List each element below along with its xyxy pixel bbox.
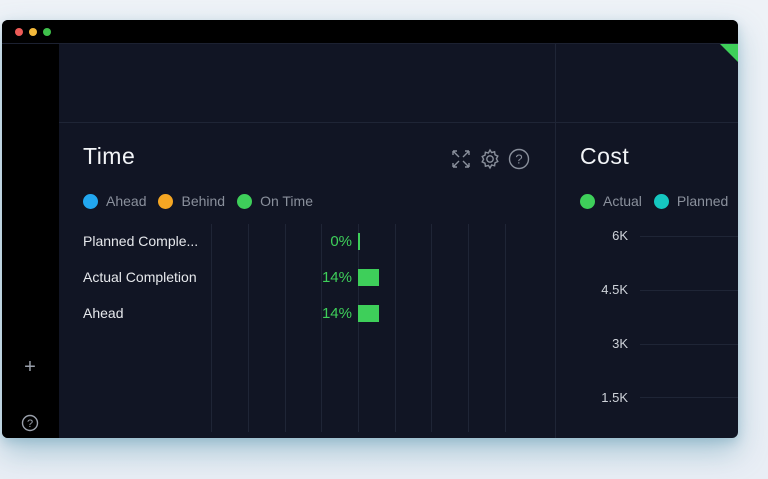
close-button[interactable]: [15, 28, 23, 36]
grid-line: [211, 224, 212, 432]
grid-line: [505, 224, 506, 432]
row-label: Ahead: [83, 305, 124, 321]
row-label: Actual Completion: [83, 269, 197, 285]
cost-legend: Actual Planned: [580, 193, 738, 209]
app-window: + ? Time ? Ahead Behind On Time Planned …: [2, 20, 738, 438]
legend-dot-icon: [653, 193, 669, 209]
divider: [59, 122, 738, 123]
legend-planned[interactable]: Planned: [653, 193, 728, 209]
grid-line: [468, 224, 469, 432]
row-value: 0%: [330, 233, 352, 250]
title-bar: [2, 20, 738, 44]
grid-line: [640, 236, 738, 237]
legend-actual[interactable]: Actual: [580, 193, 642, 209]
corner-indicator: [720, 44, 738, 62]
grid-line: [640, 290, 738, 291]
bar-ahead[interactable]: [358, 305, 379, 322]
expand-icon[interactable]: [450, 148, 472, 170]
panel-divider: [555, 44, 556, 438]
legend-dot-icon: [580, 193, 595, 209]
help-icon[interactable]: ?: [20, 414, 40, 437]
cost-title: Cost: [580, 143, 630, 169]
time-title: Time: [83, 143, 136, 169]
grid-line: [285, 224, 286, 432]
grid-line: [321, 224, 322, 432]
time-legend: Ahead Behind On Time: [83, 193, 325, 209]
legend-dot-icon: [237, 193, 253, 209]
svg-text:?: ?: [515, 152, 522, 167]
y-tick: 4.5K: [601, 282, 628, 297]
y-tick: 6K: [612, 228, 628, 243]
legend-behind[interactable]: Behind: [158, 193, 225, 209]
legend-ahead[interactable]: Ahead: [83, 193, 146, 209]
grid-line: [358, 224, 359, 432]
y-tick: 1.5K: [601, 390, 628, 405]
gear-icon[interactable]: [479, 148, 501, 170]
grid-line: [431, 224, 432, 432]
grid-line: [395, 224, 396, 432]
sidebar: + ?: [2, 44, 59, 438]
minimize-button[interactable]: [29, 28, 37, 36]
grid-line: [248, 224, 249, 432]
bar-planned-completion[interactable]: [358, 233, 360, 250]
grid-line: [640, 344, 738, 345]
row-label: Planned Comple...: [83, 233, 199, 249]
legend-dot-icon: [83, 193, 98, 209]
bar-actual-completion[interactable]: [358, 269, 379, 286]
grid-line: [640, 397, 738, 398]
svg-text:?: ?: [27, 418, 33, 430]
help-icon[interactable]: ?: [508, 148, 530, 170]
row-value: 14%: [321, 269, 352, 286]
maximize-button[interactable]: [43, 28, 51, 36]
legend-dot-icon: [158, 193, 174, 209]
y-tick: 3K: [612, 336, 628, 351]
plus-icon[interactable]: +: [24, 356, 36, 378]
time-toolbar: ?: [450, 148, 530, 170]
row-value: 14%: [321, 305, 352, 322]
legend-on-time[interactable]: On Time: [237, 193, 313, 209]
